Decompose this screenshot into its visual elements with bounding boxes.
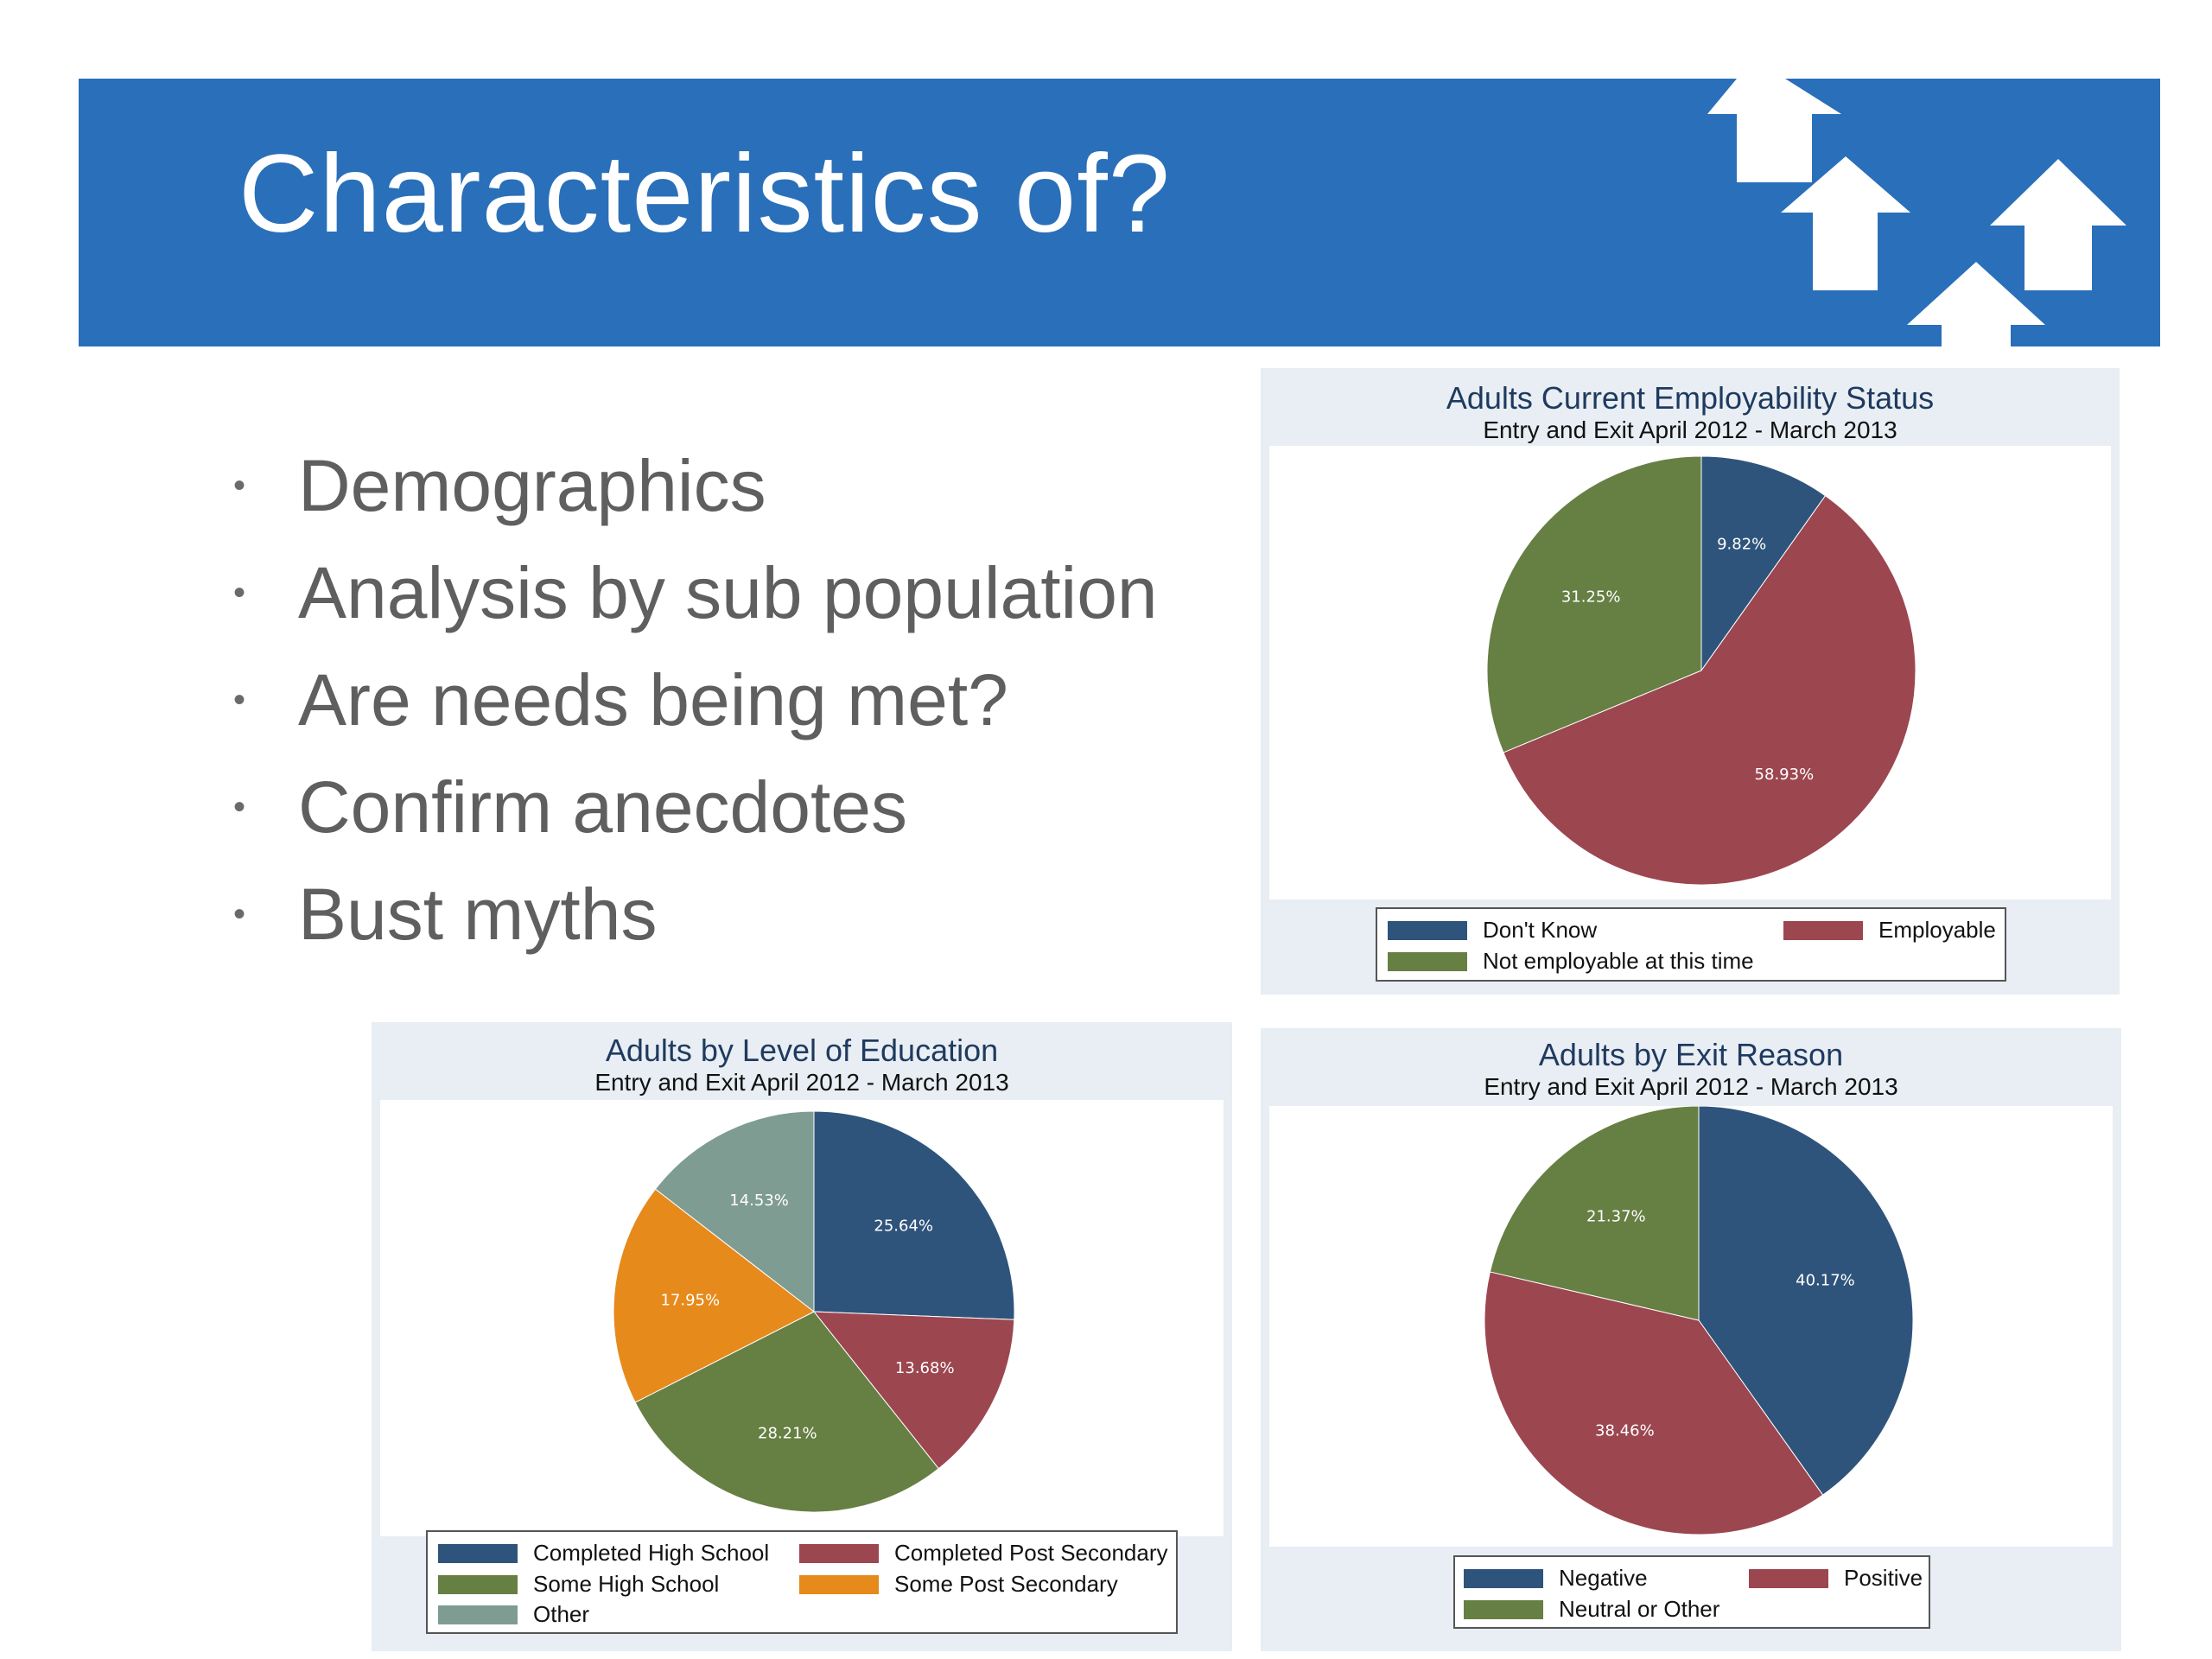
arrows-graphic <box>1707 79 2126 346</box>
pie-slice <box>813 1110 1015 1320</box>
bullet-text: Bust myths <box>298 874 658 955</box>
legend-swatch <box>1783 921 1863 940</box>
legend-swatch <box>1388 952 1467 971</box>
slice-label: 38.46% <box>1595 1422 1655 1440</box>
bullet-text: Demographics <box>298 445 766 526</box>
chart-legend: Completed High School Completed Post Sec… <box>426 1530 1178 1634</box>
education-chart-panel: Adults by Level of Education Entry and E… <box>372 1022 1232 1651</box>
up-arrow-icon <box>1781 156 1910 290</box>
plot-area: 9.82% 58.93% 31.25% <box>1269 446 2111 899</box>
bullet-dot: • <box>233 788 246 826</box>
legend-label: Negative <box>1559 1565 1648 1591</box>
up-arrow-icon <box>1990 159 2126 290</box>
bullet-text: Are needs being met? <box>298 659 1008 741</box>
pie-slice <box>1698 1105 1914 1496</box>
bullet-item: • Analysis by sub population <box>233 539 1270 646</box>
bullet-item: • Confirm anecdotes <box>233 753 1270 861</box>
legend-label: Not employable at this time <box>1483 948 1754 974</box>
pie-slice <box>613 1188 815 1403</box>
legend-swatch <box>1464 1569 1543 1588</box>
chart-title: Adults Current Employability Status <box>1446 380 1935 416</box>
bullet-item: • Demographics <box>233 432 1270 539</box>
legend-label: Employable <box>1878 917 1996 943</box>
pie-slice <box>812 1311 1015 1470</box>
bullet-item: • Are needs being met? <box>233 646 1270 753</box>
chart-legend: Don't Know Employable Not employable at … <box>1376 907 2006 982</box>
legend-label: Completed Post Secondary <box>894 1540 1168 1566</box>
slice-label: 13.68% <box>895 1359 955 1377</box>
chart-title: Adults by Exit Reason <box>1538 1037 1844 1072</box>
slice-label: 58.93% <box>1755 766 1815 784</box>
legend-label: Some High School <box>533 1571 720 1597</box>
legend-label: Don't Know <box>1483 917 1598 943</box>
pie-chart: 25.64% 13.68% 28.21% 17.95% 14.53% <box>613 1110 1015 1513</box>
legend-swatch <box>438 1575 518 1594</box>
chart-title: Adults by Level of Education <box>605 1033 999 1068</box>
legend-swatch <box>799 1544 879 1563</box>
pie-slice <box>654 1110 815 1313</box>
legend-swatch <box>799 1575 879 1594</box>
up-arrow-icon <box>1907 262 2045 346</box>
bullet-dot: • <box>233 681 246 719</box>
bullet-dot: • <box>233 467 246 505</box>
pie-slice <box>634 1311 940 1513</box>
legend-swatch <box>1749 1569 1828 1588</box>
title-banner: Characteristics of? <box>79 79 2160 346</box>
slice-label: 25.64% <box>874 1217 933 1235</box>
exit-reason-chart-panel: Adults by Exit Reason Entry and Exit Apr… <box>1261 1028 2121 1651</box>
chart-subtitle: Entry and Exit April 2012 - March 2013 <box>1484 1073 1898 1100</box>
legend-swatch <box>438 1605 518 1624</box>
pie-slice <box>1700 455 1827 672</box>
chart-subtitle: Entry and Exit April 2012 - March 2013 <box>1483 416 1897 443</box>
legend-swatch <box>1388 921 1467 940</box>
legend-label: Some Post Secondary <box>894 1571 1118 1597</box>
pie-slice <box>1484 1271 1824 1535</box>
chart-subtitle: Entry and Exit April 2012 - March 2013 <box>594 1069 1009 1096</box>
pie-slice <box>1503 495 1916 886</box>
slide-title: Characteristics of? <box>238 132 1171 256</box>
legend-swatch <box>1464 1600 1543 1619</box>
bullet-text: Analysis by sub population <box>298 552 1158 633</box>
slice-label: 40.17% <box>1796 1271 1855 1289</box>
legend-label: Completed High School <box>533 1540 770 1566</box>
chart-legend: Negative Positive Neutral or Other <box>1453 1555 1930 1629</box>
legend-label: Other <box>533 1601 590 1627</box>
bullet-dot: • <box>233 574 246 612</box>
slice-label: 28.21% <box>758 1425 817 1443</box>
legend-label: Neutral or Other <box>1559 1596 1720 1622</box>
up-arrow-icon <box>1707 79 1841 182</box>
bullet-text: Confirm anecdotes <box>298 766 908 848</box>
legend-swatch <box>438 1544 518 1563</box>
pie-chart: 9.82% 58.93% 31.25% <box>1486 455 1916 886</box>
employability-chart-panel: Adults Current Employability Status Entr… <box>1261 368 2120 995</box>
plot-area: 40.17% 38.46% 21.37% <box>1269 1105 2113 1547</box>
slice-label: 21.37% <box>1586 1208 1646 1226</box>
pie-slice <box>1489 1105 1700 1321</box>
slice-label: 9.82% <box>1717 535 1766 553</box>
slice-label: 31.25% <box>1561 588 1621 607</box>
plot-area: 25.64% 13.68% 28.21% 17.95% 14.53% <box>380 1100 1224 1536</box>
legend-label: Positive <box>1844 1565 1923 1591</box>
slice-label: 17.95% <box>660 1291 720 1309</box>
slice-label: 14.53% <box>729 1192 789 1210</box>
bullet-dot: • <box>233 895 246 933</box>
pie-chart: 40.17% 38.46% 21.37% <box>1484 1105 1914 1535</box>
bullet-item: • Bust myths <box>233 861 1270 968</box>
pie-slice <box>1486 455 1702 753</box>
